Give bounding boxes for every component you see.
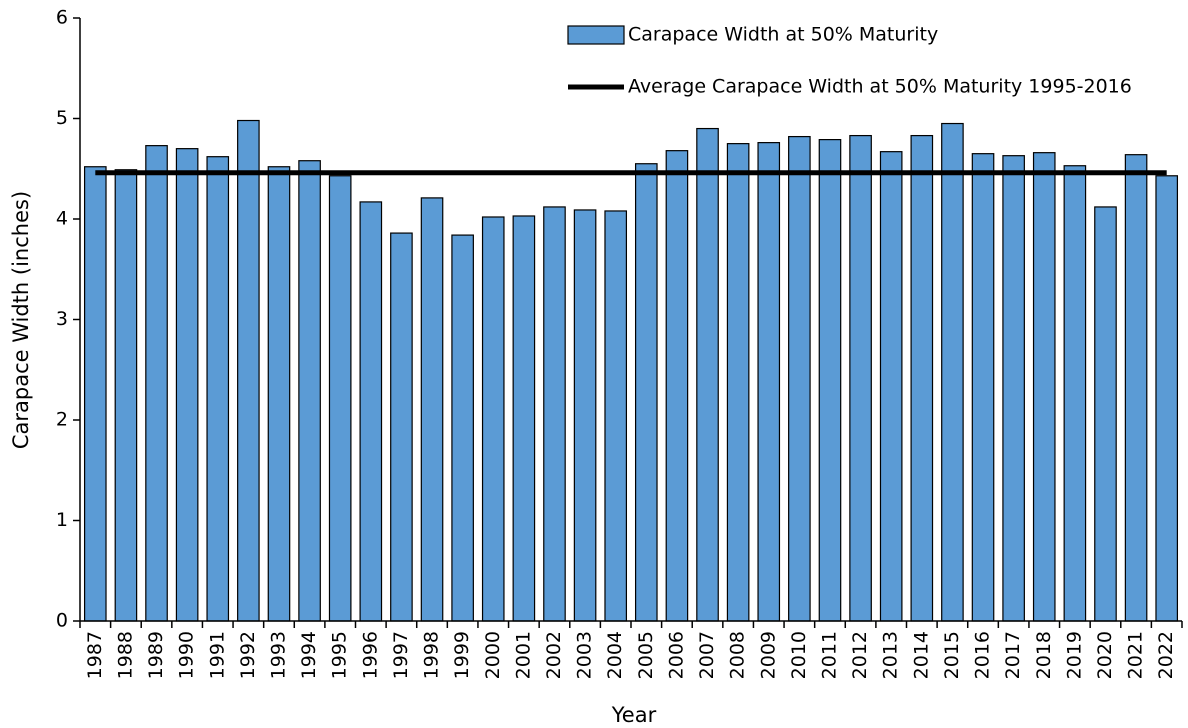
bar (237, 119, 260, 622)
x-tick-label: 2022 (1155, 631, 1177, 679)
x-tick-label: 2000 (482, 631, 504, 679)
bar (328, 175, 352, 622)
bar (206, 156, 230, 622)
bar (1002, 155, 1025, 622)
bar (634, 163, 658, 622)
x-tick-label: 1988 (114, 631, 136, 679)
x-tick-label: 2018 (1033, 631, 1055, 679)
legend-swatch (567, 25, 625, 45)
x-tick-label: 1999 (451, 631, 473, 679)
bar (512, 215, 536, 622)
x-tick-label: 2019 (1063, 631, 1085, 679)
legend-label: Average Carapace Width at 50% Maturity 1… (628, 76, 1132, 98)
x-tick-label: 2001 (512, 631, 534, 679)
bar (910, 134, 934, 622)
y-tick-label: 6 (56, 7, 68, 29)
bar (175, 148, 199, 622)
x-axis-title: Year (611, 703, 657, 727)
bar (145, 145, 168, 622)
x-tick-label: 2017 (1002, 631, 1024, 679)
x-tick-label: 2012 (849, 631, 871, 679)
bar (604, 210, 628, 622)
x-tick-label: 2011 (818, 631, 840, 679)
bar (665, 150, 689, 622)
y-tick-label: 4 (56, 208, 68, 230)
bar (420, 197, 444, 622)
bar (114, 169, 138, 622)
bar (757, 142, 781, 622)
x-tick-label: 1990 (176, 631, 198, 679)
x-tick-label: 2015 (941, 631, 963, 679)
x-tick-label: 1994 (298, 631, 320, 679)
x-tick-label: 1987 (84, 631, 106, 679)
bar (696, 127, 719, 622)
bar (1032, 152, 1056, 622)
bar (1155, 175, 1179, 622)
bar (267, 166, 291, 622)
y-tick-label: 3 (56, 308, 68, 330)
x-tick-label: 2009 (757, 631, 779, 679)
bar (451, 234, 474, 622)
bar (879, 151, 903, 622)
bar (83, 166, 107, 622)
y-tick-label: 0 (56, 610, 68, 632)
bar (1063, 165, 1087, 622)
bar (390, 232, 413, 622)
bar (543, 206, 566, 622)
x-tick-label: 2013 (880, 631, 902, 679)
bar (298, 160, 321, 622)
bar (573, 209, 597, 622)
x-tick-label: 2004 (604, 631, 626, 679)
x-tick-label: 2007 (696, 631, 718, 679)
bar (971, 153, 995, 622)
x-tick-label: 2020 (1094, 631, 1116, 679)
x-tick-label: 2008 (727, 631, 749, 679)
bar (818, 139, 842, 622)
x-tick-label: 1998 (421, 631, 443, 679)
x-tick-label: 2021 (1125, 631, 1147, 679)
bar (941, 122, 964, 622)
y-tick-label: 5 (56, 107, 68, 129)
x-tick-label: 1991 (206, 631, 228, 679)
x-tick-label: 2016 (972, 631, 994, 679)
y-tick-label: 2 (56, 409, 68, 431)
legend-label: Carapace Width at 50% Maturity (628, 24, 938, 46)
x-tick-label: 1992 (237, 631, 259, 679)
x-tick-label: 2010 (788, 631, 810, 679)
bar (788, 135, 811, 622)
x-tick-label: 1989 (145, 631, 167, 679)
y-axis-title: Carapace Width (inches) (9, 191, 33, 449)
x-tick-label: 2002 (543, 631, 565, 679)
bar (359, 201, 383, 622)
bar (849, 134, 872, 622)
x-tick-label: 1997 (390, 631, 412, 679)
x-tick-label: 2005 (635, 631, 657, 679)
bar (1094, 206, 1117, 622)
y-tick-label: 1 (56, 509, 68, 531)
x-tick-label: 1995 (329, 631, 351, 679)
bar (1124, 154, 1148, 622)
x-tick-label: 1993 (267, 631, 289, 679)
bar (481, 216, 505, 622)
x-tick-label: 2003 (574, 631, 596, 679)
x-tick-label: 1996 (359, 631, 381, 679)
x-tick-label: 2006 (665, 631, 687, 679)
x-tick-label: 2014 (910, 631, 932, 679)
bar (726, 143, 750, 622)
